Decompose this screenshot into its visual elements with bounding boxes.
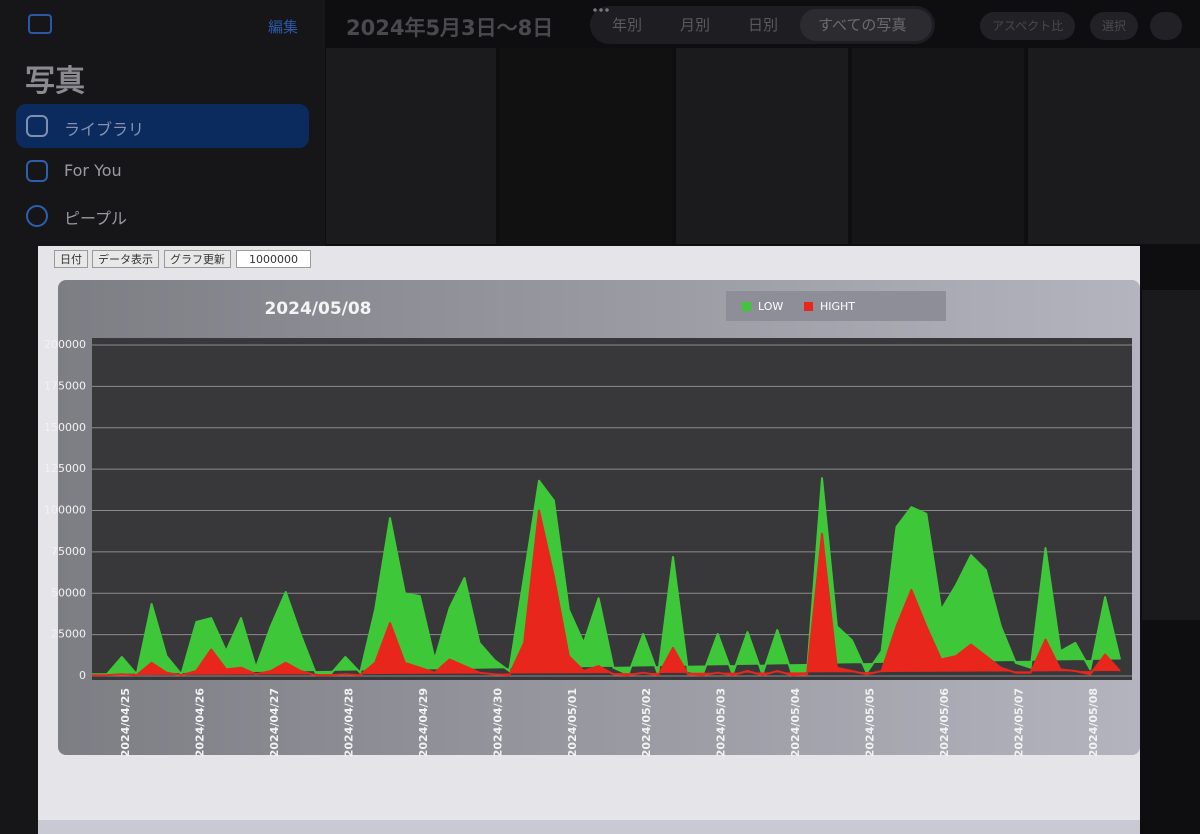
sidebar-item[interactable]: For You xyxy=(64,161,122,180)
sidebar-item[interactable]: ライブラリ xyxy=(64,120,145,139)
legend xyxy=(726,291,946,321)
x-tick-label: 2024/05/01 xyxy=(566,688,579,757)
more-button[interactable] xyxy=(1150,12,1182,40)
selected-row xyxy=(16,104,309,148)
x-tick-label: 2024/05/04 xyxy=(789,688,802,758)
y-tick-label: 200000 xyxy=(44,338,86,351)
legend-label: LOW xyxy=(758,300,783,313)
people-icon xyxy=(26,205,48,227)
y-tick-label: 150000 xyxy=(44,421,86,434)
segment[interactable]: 月別 xyxy=(680,16,711,34)
x-tick-label: 2024/05/03 xyxy=(715,688,728,757)
x-tick-label: 2024/05/02 xyxy=(640,688,653,757)
y-tick-label: 50000 xyxy=(51,586,86,599)
x-tick-label: 2024/04/30 xyxy=(491,688,504,758)
segment[interactable]: 年別 xyxy=(612,16,643,34)
select-button[interactable]: 選択 xyxy=(1090,12,1139,40)
aspect-button[interactable]: アスペクト比 xyxy=(980,12,1076,40)
segment-selected xyxy=(800,9,932,41)
area-1 xyxy=(92,509,1121,677)
library-icon xyxy=(26,115,48,137)
chart-title: 2024/05/08 xyxy=(264,299,371,319)
for-you-icon xyxy=(26,160,48,182)
y-tick-label: 100000 xyxy=(44,504,86,517)
thumbnail xyxy=(326,48,496,244)
edit-button[interactable]: 編集 xyxy=(268,18,299,36)
x-tick-label: 2024/04/25 xyxy=(119,688,132,757)
x-tick-label: 2024/05/07 xyxy=(1013,688,1026,757)
y-tick-label: 25000 xyxy=(51,628,86,641)
x-tick-label: 2024/04/29 xyxy=(417,688,430,757)
toolbar-button[interactable]: 日付 xyxy=(54,250,88,268)
x-tick-label: 2024/04/26 xyxy=(193,688,206,758)
x-tick-label: 2024/05/06 xyxy=(938,688,951,758)
x-tick-label: 2024/05/08 xyxy=(1087,688,1100,757)
y-tick-label: 175000 xyxy=(44,379,86,392)
y-tick-label: 75000 xyxy=(51,545,86,558)
legend-swatch xyxy=(742,302,751,311)
thumbnail xyxy=(500,48,672,244)
header-title: 2024年5月3日〜8日 xyxy=(346,16,554,40)
x-tick-label: 2024/05/05 xyxy=(864,688,877,757)
taskbar xyxy=(38,820,1140,834)
legend-label: HIGHT xyxy=(820,300,855,313)
toolbar-button[interactable]: データ表示 xyxy=(92,250,159,268)
segment[interactable]: 日別 xyxy=(748,16,779,34)
x-tick-label: 2024/04/27 xyxy=(268,688,281,757)
y-tick-label: 125000 xyxy=(44,462,86,475)
thumbnail xyxy=(676,48,848,244)
thumbnail xyxy=(852,48,1024,244)
sidebar-title: 写真 xyxy=(25,64,85,99)
sidebar-item[interactable]: ピープル xyxy=(64,209,128,228)
multitask-dots[interactable] xyxy=(592,8,610,12)
area-0 xyxy=(92,477,1121,676)
thumbnail xyxy=(1028,48,1200,244)
y-tick-label: 0 xyxy=(79,669,86,682)
legend-swatch xyxy=(804,302,813,311)
thumbnail xyxy=(1142,290,1200,620)
sidebar-toggle[interactable] xyxy=(28,14,52,34)
x-tick-label: 2024/04/28 xyxy=(342,688,355,757)
segment[interactable]: すべての写真 xyxy=(818,16,907,34)
segmented-control xyxy=(590,6,935,44)
toolbar-input[interactable]: 1000000 xyxy=(236,250,311,268)
toolbar-button[interactable]: グラフ更新 xyxy=(164,250,231,268)
